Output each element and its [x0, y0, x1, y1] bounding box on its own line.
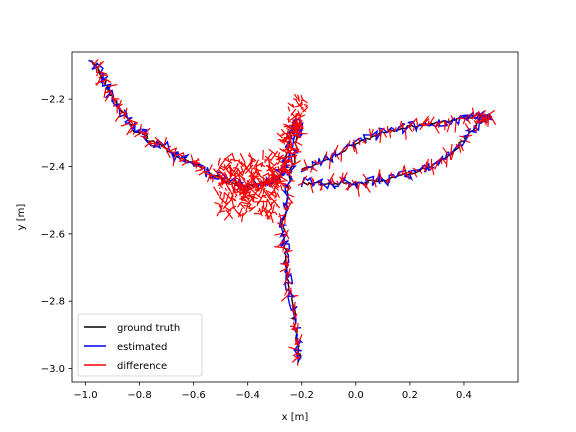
x-tick-label: 0.4 — [456, 390, 472, 401]
y-tick-label: −3.0 — [41, 364, 65, 375]
x-tick-label: −1.0 — [73, 390, 97, 401]
difference-hub-cluster — [212, 149, 285, 224]
plot-content — [88, 59, 497, 366]
x-tick-label: 0.0 — [348, 390, 364, 401]
x-tick-label: −0.6 — [181, 390, 205, 401]
y-tick-label: −2.8 — [41, 297, 65, 308]
x-tick-label: −0.2 — [290, 390, 314, 401]
legend-label-estimated: estimated — [117, 342, 167, 353]
y-tick-label: −2.6 — [41, 229, 65, 240]
series-estimated-trunk — [88, 59, 304, 362]
y-axis-label: y [m] — [16, 204, 27, 231]
difference-upper-lobe — [266, 93, 309, 192]
y-axis-ticks: −3.0 −2.8 −2.6 −2.4 −2.2 — [41, 95, 72, 375]
x-axis-ticks: −1.0 −0.8 −0.6 −0.4 −0.2 0.0 0.2 0.4 — [73, 382, 472, 401]
series-difference-loop — [297, 107, 497, 197]
x-tick-label: −0.4 — [236, 390, 260, 401]
y-tick-label: −2.4 — [41, 162, 65, 173]
x-axis-label: x [m] — [282, 412, 309, 423]
legend-box — [77, 313, 203, 377]
axes-frame — [71, 51, 519, 383]
legend: ground truth estimated difference — [77, 313, 203, 377]
legend-label-ground-truth: ground truth — [117, 323, 180, 334]
x-tick-label: 0.2 — [402, 390, 418, 401]
plot-area — [88, 59, 497, 366]
y-tick-label: −2.2 — [41, 95, 65, 106]
series-estimated-loop — [300, 110, 494, 191]
legend-label-difference: difference — [117, 361, 167, 372]
x-tick-label: −0.8 — [127, 390, 151, 401]
